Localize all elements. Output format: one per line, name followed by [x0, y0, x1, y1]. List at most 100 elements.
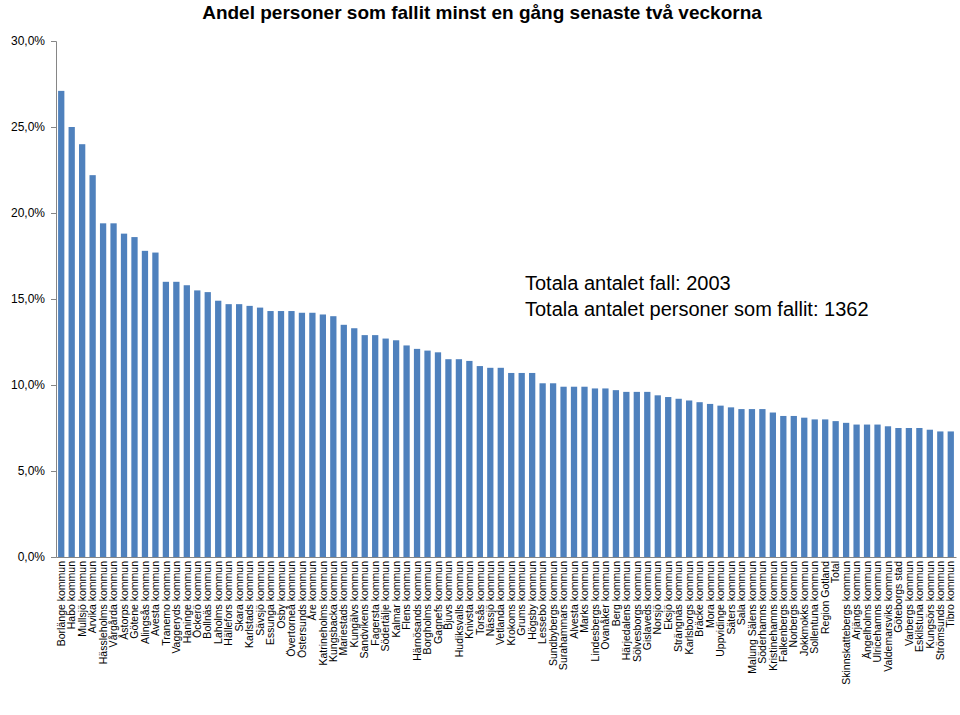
bar	[320, 314, 326, 557]
bar	[602, 388, 608, 557]
x-axis-line	[57, 557, 957, 558]
bar	[351, 328, 357, 557]
bar	[152, 253, 158, 557]
bar	[644, 392, 650, 557]
bar	[676, 399, 682, 557]
y-tick-label: 25,0%	[11, 120, 45, 134]
y-tick: 15,0%	[11, 292, 56, 306]
bar	[456, 359, 462, 557]
y-tick-mark	[51, 557, 56, 558]
bar	[487, 368, 493, 557]
bar	[874, 425, 880, 557]
bar	[613, 390, 619, 557]
y-tick-label: 5,0%	[18, 464, 46, 478]
bar	[843, 423, 849, 557]
y-tick-mark	[51, 385, 56, 386]
bar	[288, 311, 294, 557]
plot: 0,0%5,0%10,0%15,0%20,0%25,0%30,0%Borläng…	[11, 34, 957, 684]
bar	[906, 428, 912, 557]
bars	[58, 91, 954, 557]
bar	[69, 127, 75, 557]
bar	[498, 368, 504, 557]
bar	[581, 387, 587, 557]
bar	[215, 301, 221, 557]
y-tick-label: 0,0%	[18, 550, 46, 564]
bar	[707, 404, 713, 557]
bar	[916, 428, 922, 557]
annotation: Totala antalet personer som fallit: 1362	[525, 298, 869, 320]
bar	[571, 387, 577, 557]
y-tick-mark	[51, 471, 56, 472]
bar	[372, 335, 378, 557]
y-tick: 25,0%	[11, 120, 56, 134]
bar	[665, 397, 671, 557]
y-tick-mark	[51, 299, 56, 300]
bar	[623, 392, 629, 557]
bar	[163, 282, 169, 557]
bar	[393, 340, 399, 557]
bar	[770, 413, 776, 557]
bar	[948, 431, 954, 557]
bar	[257, 308, 263, 557]
bar	[812, 419, 818, 557]
bar	[435, 352, 441, 557]
y-axis: 0,0% 5,0% 10,0% 15,0% 20,0% 25,0% 30,0%	[11, 34, 57, 564]
bar	[519, 373, 525, 557]
y-tick: 0,0%	[18, 550, 56, 564]
bar	[885, 426, 891, 557]
y-tick: 30,0%	[11, 34, 56, 48]
bar	[79, 144, 85, 557]
bar	[226, 304, 232, 557]
bar	[330, 316, 336, 557]
bar	[550, 383, 556, 557]
bar	[717, 406, 723, 557]
bar	[696, 402, 702, 557]
bar	[686, 400, 692, 557]
bar	[853, 425, 859, 557]
bar	[403, 345, 409, 557]
bar	[477, 366, 483, 557]
bar	[759, 409, 765, 557]
bar	[749, 409, 755, 557]
bar	[791, 416, 797, 557]
bar	[100, 223, 106, 557]
y-tick-mark	[51, 41, 56, 42]
bar	[58, 91, 64, 557]
bar	[362, 335, 368, 557]
bar	[89, 175, 95, 557]
bar	[927, 430, 933, 557]
bar	[508, 373, 514, 557]
bar	[822, 419, 828, 557]
bar	[205, 292, 211, 557]
bar	[236, 304, 242, 557]
bar	[414, 349, 420, 557]
bar	[728, 407, 734, 557]
x-tick-label: Tibro kommun	[944, 561, 956, 628]
bar	[184, 285, 190, 557]
y-tick-label: 10,0%	[11, 378, 45, 392]
bar	[801, 418, 807, 557]
bar	[560, 387, 566, 557]
y-axis-line	[51, 42, 57, 558]
bar	[383, 339, 389, 557]
bar	[173, 282, 179, 557]
y-tick-mark	[51, 213, 56, 214]
y-tick-label: 15,0%	[11, 292, 45, 306]
bar	[864, 425, 870, 557]
bar	[780, 416, 786, 557]
bar	[592, 388, 598, 557]
bar	[937, 431, 943, 557]
bar	[267, 311, 273, 557]
bar	[738, 409, 744, 557]
bar	[142, 251, 148, 557]
y-tick-label: 30,0%	[11, 34, 45, 48]
bar	[833, 421, 839, 557]
bar	[466, 361, 472, 557]
bar	[278, 311, 284, 557]
y-tick: 10,0%	[11, 378, 56, 392]
y-tick: 5,0%	[18, 464, 56, 478]
bar	[131, 237, 137, 557]
chart: 0,0%5,0%10,0%15,0%20,0%25,0%30,0%Borläng…	[0, 0, 960, 715]
y-tick: 20,0%	[11, 206, 56, 220]
bar	[529, 373, 535, 557]
